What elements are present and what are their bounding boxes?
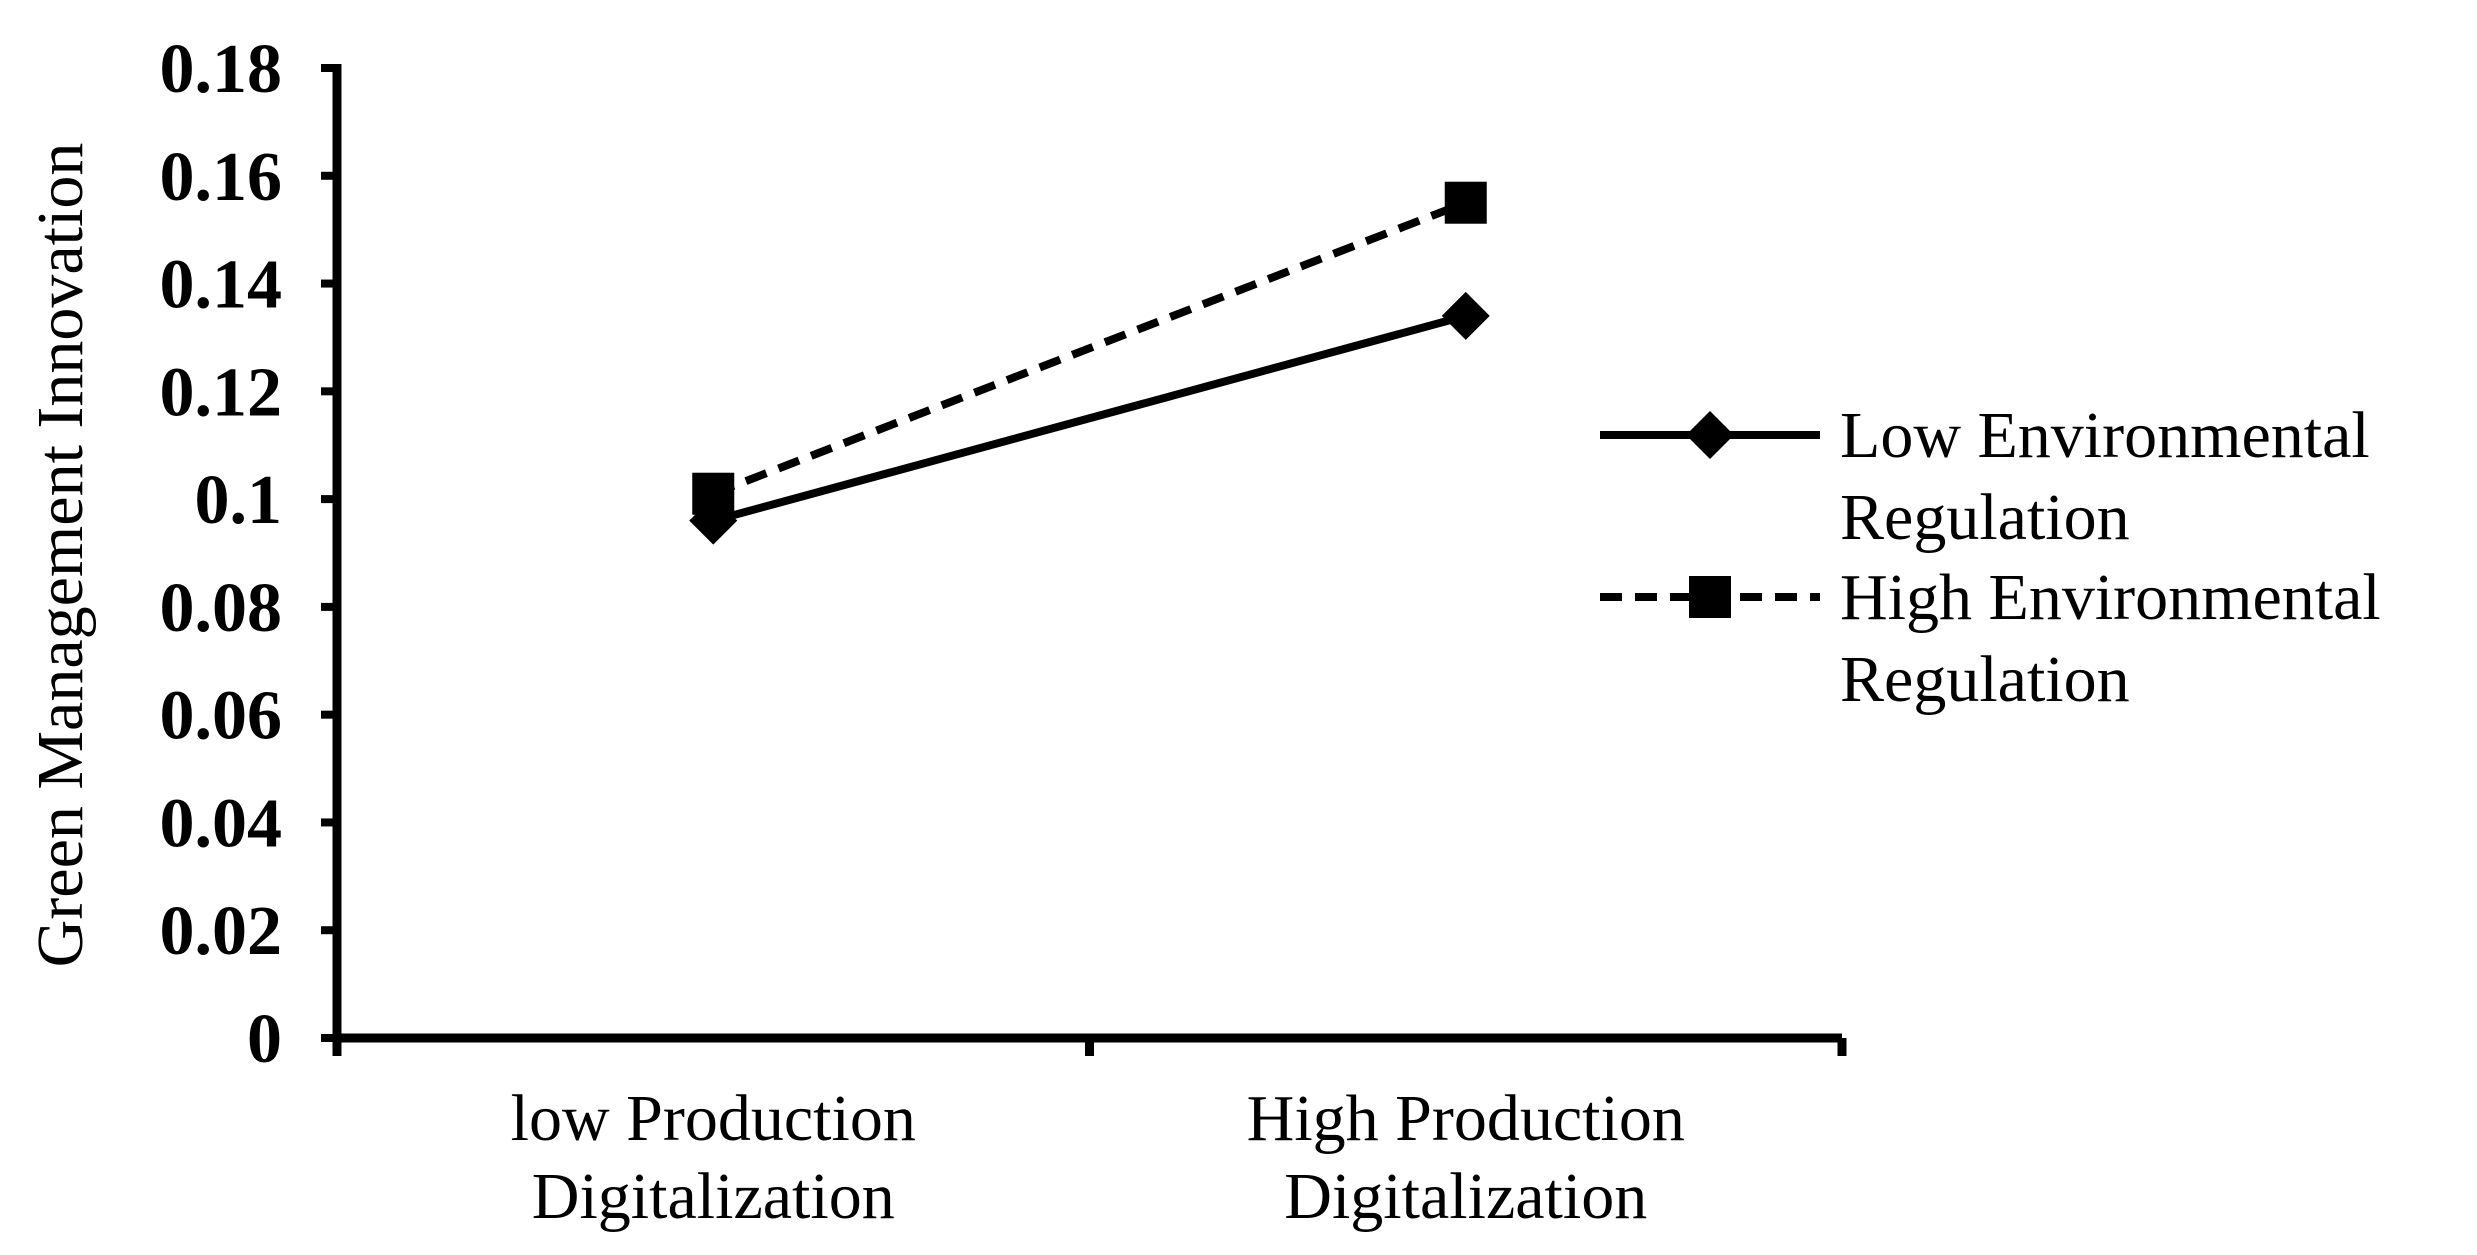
- y-tick-label: 0.04: [160, 785, 283, 862]
- y-tick-label: 0.18: [160, 31, 283, 108]
- y-ticks: 0 0.02 0.04 0.06 0.08 0.1 0.12 0.14 0.16 0.18: [160, 31, 337, 1078]
- y-tick-label: 0: [247, 1001, 282, 1078]
- series-layer: [689, 181, 1490, 545]
- data-point-square: [692, 472, 735, 515]
- x-category-label: High Production Digitalization: [1247, 1082, 1685, 1233]
- x-category-label: low Production Digitalization: [511, 1082, 916, 1233]
- y-axis-title: Green Management Innovation: [24, 143, 97, 968]
- data-point-diamond: [689, 496, 738, 545]
- series-line-1: [712, 312, 1467, 525]
- axes: [332, 64, 1842, 1043]
- y-tick-label: 0.14: [160, 247, 283, 324]
- y-tick-label: 0.16: [160, 139, 283, 216]
- legend-label: Low Environmental Regulation: [1840, 399, 2370, 554]
- legend-marker-square: [1689, 576, 1731, 618]
- y-tick-label: 0.08: [160, 570, 283, 647]
- y-tick-label: 0.06: [160, 678, 283, 755]
- y-tick-label: 0.02: [160, 893, 283, 970]
- legend-label: High Environmental Regulation: [1840, 561, 2381, 716]
- data-point-diamond: [1441, 291, 1490, 340]
- y-tick-label: 0.1: [195, 462, 283, 539]
- data-point-square: [1444, 181, 1487, 224]
- legend-marker-diamond: [1686, 411, 1734, 459]
- x-ticks: low Production Digitalization High Product…: [332, 1038, 1847, 1233]
- y-tick-label: 0.12: [160, 354, 283, 431]
- series-line-2: [711, 198, 1468, 498]
